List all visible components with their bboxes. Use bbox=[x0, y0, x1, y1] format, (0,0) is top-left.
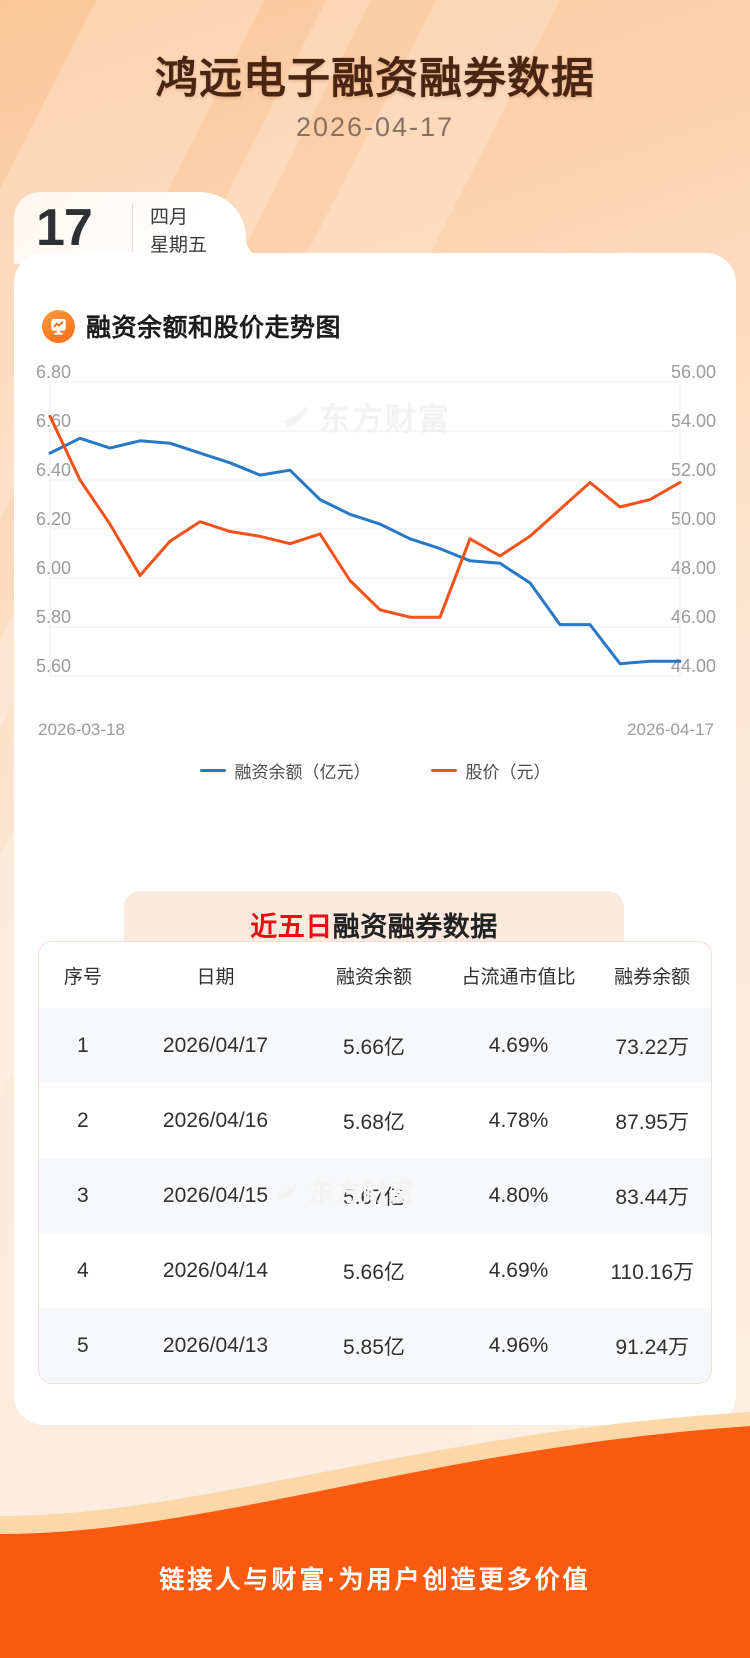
cell-short: 91.24万 bbox=[615, 1335, 689, 1359]
date-badge-month: 四月 bbox=[150, 207, 189, 228]
table-row[interactable]: 4 2026/04/14 5.66亿 4.69% 110.16万 bbox=[39, 1233, 711, 1308]
table-row[interactable]: 3 2026/04/15 5.67亿 4.80% 83.44万 bbox=[39, 1158, 711, 1233]
table-header-row: 序号 日期 融资余额 占流通市值比 融券余额 bbox=[39, 942, 711, 1008]
legend-label-price: 股价（元） bbox=[465, 763, 551, 782]
page-date: 2026-04-17 bbox=[295, 112, 455, 142]
x-tick-start: 2026-03-18 bbox=[38, 720, 125, 739]
footer-slogan: 链接人与财富·为用户创造更多价值 bbox=[159, 1566, 591, 1594]
page-title: 鸿远电子融资融券数据 bbox=[155, 55, 595, 103]
y-right-tick-6: 44.00 bbox=[670, 656, 716, 676]
table-section: 近五日融资融券数据 序号 日期 融资余额 占流通市值比 融券余额 1 2026/… bbox=[14, 863, 736, 1425]
y-right-tick-2: 52.00 bbox=[670, 460, 716, 480]
cell-date: 2026/04/16 bbox=[162, 1108, 269, 1132]
chart-section: 融资余额和股价走势图 东方财富 6.80 6.60 6.40 6.20 6.00… bbox=[14, 253, 736, 841]
table-row[interactable]: 2 2026/04/16 5.68亿 4.78% 87.95万 bbox=[39, 1083, 711, 1158]
cell-margin: 5.85亿 bbox=[343, 1335, 405, 1359]
chart-title: 融资余额和股价走势图 bbox=[86, 314, 342, 342]
cell-no: 1 bbox=[77, 1033, 89, 1057]
cell-margin: 5.67亿 bbox=[343, 1185, 405, 1209]
cell-short: 110.16万 bbox=[610, 1260, 694, 1284]
table-title-highlight: 近五日 bbox=[250, 911, 333, 942]
chart-plot-area: 东方财富 6.80 6.60 6.40 6.20 6.00 5.80 5.60 … bbox=[14, 362, 736, 788]
cell-pct: 4.69% bbox=[488, 1258, 549, 1282]
cell-no: 2 bbox=[77, 1108, 89, 1132]
chart-legend: 融资余额（亿元） 股价（元） bbox=[14, 758, 736, 783]
y-right-tick-0: 56.00 bbox=[670, 362, 716, 382]
y-left-tick-6: 5.60 bbox=[36, 656, 72, 676]
x-tick-end: 2026-04-17 bbox=[627, 720, 714, 739]
y-left-tick-4: 6.00 bbox=[36, 558, 72, 578]
y-left-tick-0: 6.80 bbox=[36, 362, 72, 382]
legend-item-price[interactable]: 股价（元） bbox=[430, 758, 551, 783]
table-row[interactable]: 5 2026/04/13 5.85亿 4.96% 91.24万 bbox=[39, 1308, 711, 1383]
cell-pct: 4.78% bbox=[488, 1108, 549, 1132]
cell-date: 2026/04/13 bbox=[162, 1333, 269, 1357]
table-title: 近五日融资融券数据 bbox=[250, 905, 498, 944]
col-header-no: 序号 bbox=[63, 966, 102, 988]
col-header-pct: 占流通市值比 bbox=[461, 966, 576, 988]
y-left-tick-2: 6.40 bbox=[36, 460, 72, 480]
chart-header: 融资余额和股价走势图 bbox=[42, 308, 341, 344]
cell-pct: 4.96% bbox=[488, 1333, 549, 1357]
margin-data-table: 序号 日期 融资余额 占流通市值比 融券余额 1 2026/04/17 5.66… bbox=[38, 941, 712, 1384]
legend-swatch-price bbox=[430, 769, 457, 772]
footer-wave bbox=[0, 1412, 750, 1658]
legend-item-margin[interactable]: 融资余额（亿元） bbox=[199, 758, 371, 783]
cell-no: 5 bbox=[77, 1333, 89, 1357]
y-left-tick-3: 6.20 bbox=[36, 509, 72, 529]
y-right-tick-5: 46.00 bbox=[670, 607, 716, 627]
cell-date: 2026/04/15 bbox=[162, 1183, 269, 1207]
cell-margin: 5.68亿 bbox=[343, 1110, 405, 1134]
cell-no: 3 bbox=[77, 1183, 89, 1207]
y-right-tick-3: 50.00 bbox=[670, 509, 716, 529]
table-title-rest: 融资融券数据 bbox=[332, 911, 498, 942]
date-badge-day: 17 bbox=[36, 199, 93, 257]
cell-date: 2026/04/17 bbox=[162, 1033, 269, 1057]
page-footer: 链接人与财富·为用户创造更多价值 bbox=[0, 1396, 750, 1658]
legend-swatch-margin bbox=[199, 769, 226, 772]
col-header-date: 日期 bbox=[196, 966, 235, 988]
y-left-tick-5: 5.80 bbox=[36, 607, 72, 627]
cell-short: 87.95万 bbox=[615, 1110, 689, 1134]
y-right-tick-4: 48.00 bbox=[670, 558, 716, 578]
legend-label-margin: 融资余额（亿元） bbox=[234, 763, 371, 782]
cell-pct: 4.69% bbox=[488, 1033, 549, 1057]
date-badge-divider bbox=[132, 204, 133, 252]
col-header-margin: 融资余额 bbox=[335, 966, 412, 988]
y-right-tick-1: 54.00 bbox=[670, 411, 716, 431]
cell-margin: 5.66亿 bbox=[343, 1260, 405, 1284]
cell-short: 83.44万 bbox=[615, 1185, 689, 1209]
chart-monitor-icon bbox=[42, 309, 75, 343]
cell-margin: 5.66亿 bbox=[343, 1035, 405, 1059]
col-header-short: 融券余额 bbox=[614, 966, 691, 988]
page-header: 鸿远电子融资融券数据 2026-04-17 bbox=[0, 0, 750, 300]
table-row[interactable]: 1 2026/04/17 5.66亿 4.69% 73.22万 bbox=[39, 1008, 711, 1083]
cell-no: 4 bbox=[77, 1258, 89, 1282]
date-badge-weekday: 星期五 bbox=[150, 235, 208, 256]
chart-lines bbox=[48, 381, 682, 677]
cell-date: 2026/04/14 bbox=[162, 1258, 269, 1282]
cell-pct: 4.80% bbox=[488, 1183, 549, 1207]
cell-short: 73.22万 bbox=[615, 1035, 689, 1059]
